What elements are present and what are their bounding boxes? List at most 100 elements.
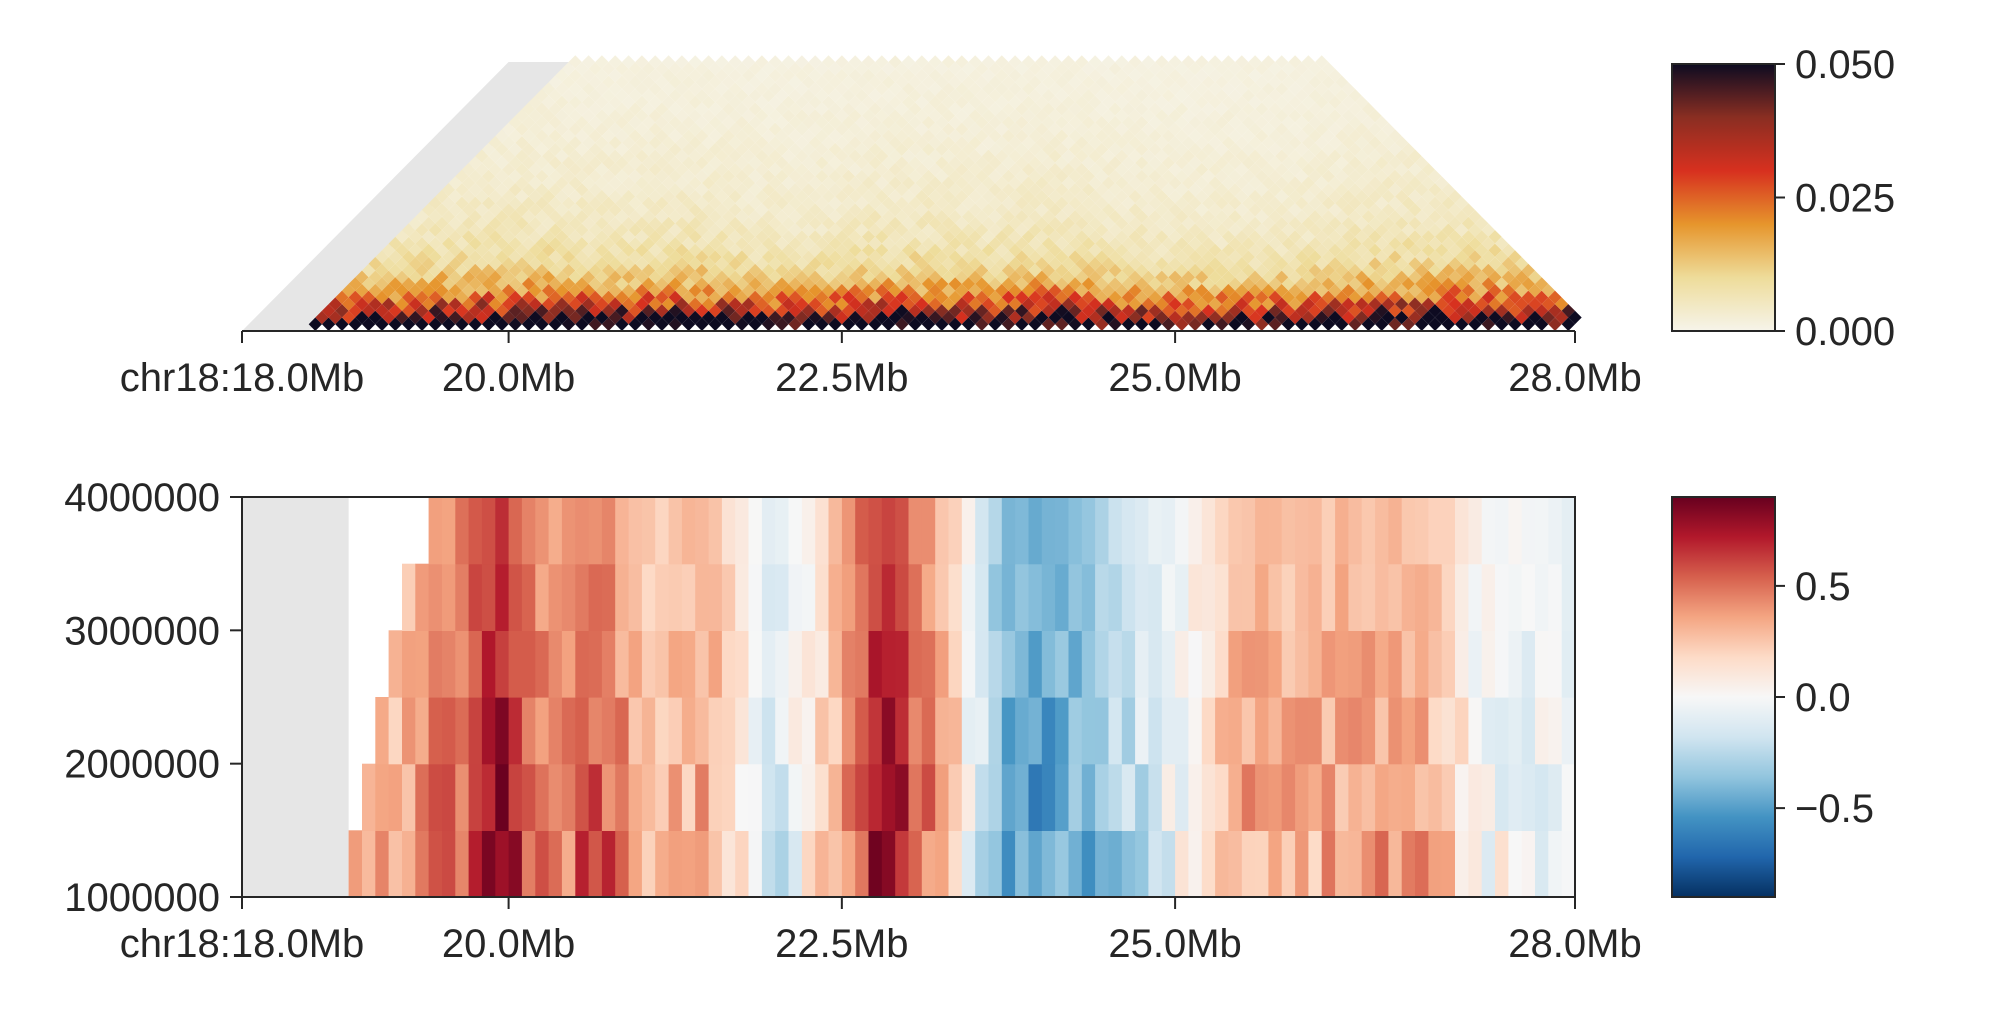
contact-cell <box>848 216 862 231</box>
contact-cell <box>1201 317 1216 331</box>
contact-cell <box>761 75 776 89</box>
insulation-cell <box>908 830 923 898</box>
contact-cell <box>1521 277 1535 291</box>
contact-cell <box>621 95 636 110</box>
contact-cell <box>541 95 556 110</box>
contact-cell <box>1321 196 1336 210</box>
contact-cell <box>841 115 856 130</box>
insulation-cell <box>561 563 576 631</box>
contact-cell <box>661 122 676 136</box>
contact-cell <box>981 136 996 150</box>
contact-cell <box>1115 243 1129 257</box>
contact-cell <box>748 236 762 251</box>
contact-cell <box>601 115 616 130</box>
contact-cell <box>521 115 536 130</box>
contact-cell <box>1475 297 1489 311</box>
contact-cell <box>741 68 756 83</box>
contact-cell <box>881 250 896 264</box>
contact-cell <box>461 203 476 217</box>
contact-cell <box>1328 310 1342 325</box>
contact-cell <box>1221 270 1236 284</box>
contact-cell <box>735 183 749 197</box>
insulation-cell <box>601 563 616 631</box>
contact-cell <box>521 223 536 237</box>
contact-cell <box>1568 310 1582 325</box>
contact-cell <box>768 136 782 150</box>
contact-cell <box>775 102 789 116</box>
contact-cell <box>721 62 736 76</box>
contact-cell <box>1115 270 1129 284</box>
contact-cell <box>795 310 809 325</box>
contact-cell <box>1341 189 1356 204</box>
insulation-x-tick-label: 22.5Mb <box>775 922 908 966</box>
contact-cell <box>701 82 716 96</box>
contact-cell <box>655 263 669 278</box>
contact-cell <box>721 115 736 130</box>
contact-cell <box>808 283 822 298</box>
insulation-cell <box>961 763 976 831</box>
contact-cell <box>1161 102 1176 116</box>
contact-cell <box>1435 297 1449 311</box>
contact-cell <box>1128 55 1142 69</box>
contact-cell <box>1035 136 1049 150</box>
contact-cell <box>1308 223 1322 237</box>
insulation-cell <box>855 763 870 831</box>
insulation-cell <box>388 697 403 765</box>
contact-cell <box>1488 270 1502 284</box>
contact-cell <box>448 257 462 271</box>
contact-cell <box>881 290 896 305</box>
contact-cell <box>1088 310 1102 325</box>
contact-cell <box>1155 176 1169 190</box>
contact-cell <box>1241 209 1256 224</box>
contact-cell <box>875 216 889 231</box>
insulation-cell <box>495 497 510 565</box>
contact-cell <box>701 55 716 69</box>
contact-cell <box>981 216 996 231</box>
contact-cell <box>855 88 869 103</box>
contact-cell <box>1128 136 1142 150</box>
contact-cell <box>601 209 616 224</box>
contact-cell <box>995 95 1009 110</box>
contact-cell <box>575 62 589 76</box>
contact-cell <box>1388 317 1402 331</box>
contact-cell <box>468 290 482 305</box>
contact-cell <box>1175 196 1189 210</box>
contact-cell <box>888 109 902 123</box>
contact-cell <box>1068 88 1082 103</box>
contact-cell <box>975 236 989 251</box>
contact-cell <box>1415 169 1429 183</box>
contact-cell <box>828 223 842 237</box>
insulation-cell <box>1375 497 1389 565</box>
contact-cell <box>1421 216 1435 231</box>
contact-cell <box>735 156 749 170</box>
contact-cell <box>668 250 682 264</box>
contact-cell <box>928 109 942 123</box>
contact-cell <box>1295 88 1309 103</box>
contact-cell <box>1068 250 1082 264</box>
insulation-cell <box>575 830 590 898</box>
contact-cell <box>1428 169 1442 183</box>
contact-cell <box>581 162 596 177</box>
contact-cell <box>1121 75 1136 89</box>
contact-cell <box>928 55 942 69</box>
contact-cell <box>975 250 989 264</box>
contact-cell <box>1295 196 1309 210</box>
contact-cell <box>708 142 722 157</box>
insulation-cell <box>1228 697 1243 765</box>
contact-cell <box>1121 62 1136 76</box>
insulation-cell <box>868 630 883 698</box>
contact-cell <box>908 196 922 210</box>
contact-cell <box>1101 95 1116 110</box>
contact-cell <box>1215 102 1229 116</box>
contact-cell <box>1381 270 1395 284</box>
contact-cell <box>928 257 942 271</box>
contact-cell <box>1375 142 1389 157</box>
contact-cell <box>641 169 656 183</box>
contact-cell <box>781 109 796 123</box>
insulation-cell <box>375 697 390 765</box>
insulation-cell <box>521 763 536 831</box>
contact-cell <box>708 250 722 264</box>
contact-cell <box>1441 250 1455 264</box>
contact-x-tick-label: 22.5Mb <box>775 356 908 400</box>
contact-cell <box>788 250 802 264</box>
